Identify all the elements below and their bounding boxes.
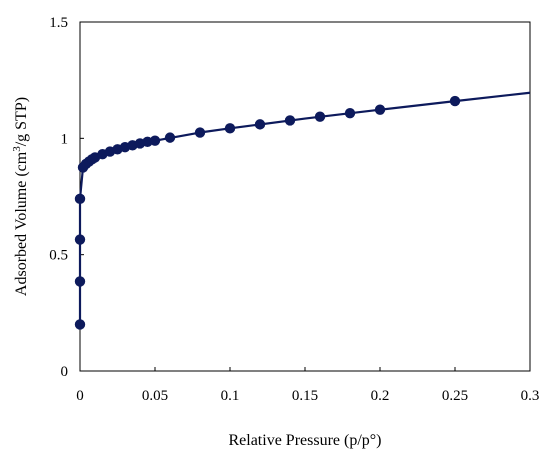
x-tick-label: 0.15 (292, 388, 318, 404)
series-layer (74, 91, 531, 330)
data-point (224, 123, 236, 134)
data-point (449, 95, 461, 107)
data-point (149, 135, 161, 146)
data-point (74, 193, 86, 205)
y-axis-label-rest: /g STP) (13, 97, 30, 146)
x-tick-label: 0.3 (521, 388, 540, 404)
data-point (374, 104, 386, 115)
series-line (78, 91, 531, 325)
y-tick-label: 0.5 (49, 248, 68, 264)
x-tick-label: 0.05 (142, 388, 168, 404)
data-point (74, 319, 86, 330)
plot-frame (79, 21, 531, 372)
data-point (344, 108, 356, 119)
data-point (254, 119, 266, 130)
y-axis-label: Adsorbed Volume (cm3/g STP) (11, 97, 30, 296)
x-tick-label: 0 (76, 388, 84, 404)
data-point (164, 132, 176, 143)
x-axis-ticks: 0 0.05 0.1 0.15 0.2 0.25 0.3 (76, 367, 539, 404)
x-tick-label: 0.1 (221, 388, 240, 404)
data-point (314, 111, 326, 122)
y-tick-label: 0 (61, 364, 69, 380)
y-axis-label-superscript: 3 (11, 146, 23, 152)
y-tick-label: 1.5 (49, 15, 68, 31)
plot-area (79, 21, 531, 372)
x-tick-label: 0.2 (371, 388, 390, 404)
data-point (74, 276, 86, 287)
x-axis-label: Relative Pressure (p/p°) (228, 432, 381, 449)
x-tick-label: 0.25 (442, 388, 468, 404)
data-point (74, 234, 86, 245)
y-axis-ticks: 0 0.5 1 1.5 (49, 15, 84, 380)
data-point (284, 115, 296, 126)
data-point (194, 127, 206, 138)
y-tick-label: 1 (61, 131, 69, 147)
y-axis-label-main: Adsorbed Volume (cm (13, 151, 30, 296)
